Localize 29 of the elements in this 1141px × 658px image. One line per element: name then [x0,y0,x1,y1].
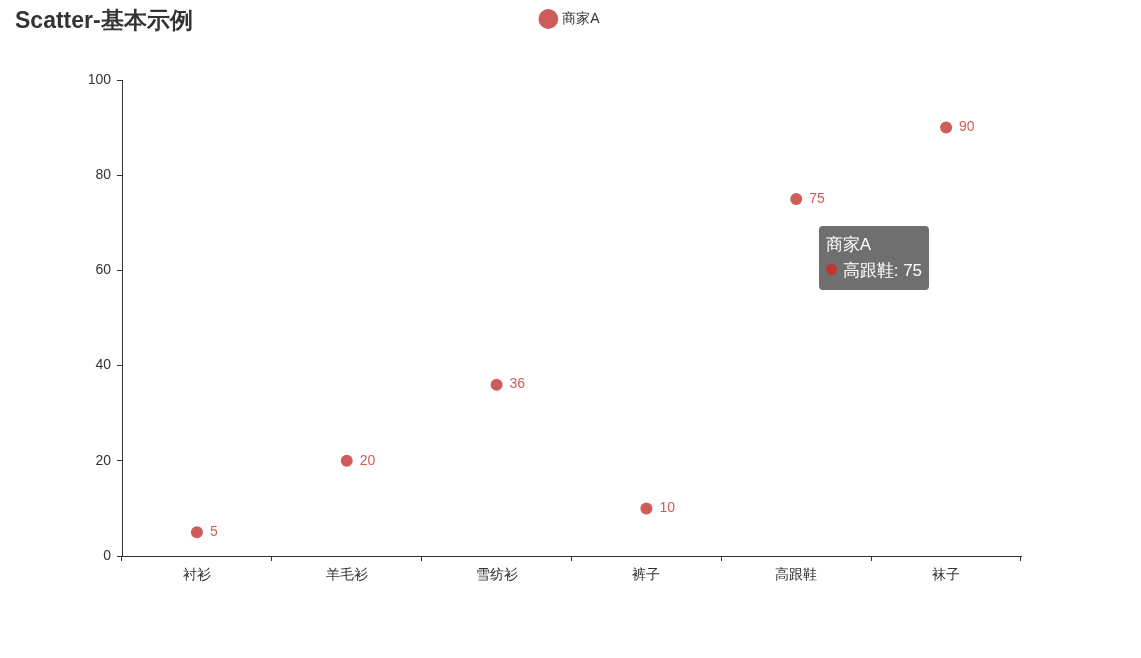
annotation: 商家A [825,235,872,255]
x-tick-label: 雪纺衫 [475,566,518,583]
data-label: 75 [809,189,826,206]
data-label: 36 [509,375,526,392]
data-label: 10 [659,499,676,516]
legend-label: 商家A [562,9,601,26]
y-tick-label: 100 [87,70,112,87]
point [190,526,203,539]
y-tick-label: 40 [95,356,112,373]
point [340,454,353,467]
y-tick-label: 20 [95,451,112,468]
annotation: 高跟鞋: 75 [842,261,923,281]
x-tick-label: 羊毛衫 [325,566,368,583]
point [640,502,653,515]
point [940,121,953,134]
x-tick-label: 裤子 [632,566,661,583]
data-label: 20 [359,451,376,468]
x-tick-label: 高跟鞋 [775,566,818,583]
chart-title: Scatter-基本示例 [15,6,193,35]
point [790,193,803,205]
x-tick-label: 袜子 [932,566,961,583]
point [490,378,503,391]
y-tick-label: 60 [95,261,112,278]
tooltip: 商家A 高跟鞋: 75 [818,226,930,291]
x-tick-label: 衬衫 [182,566,211,583]
y-tick-label: 0 [103,546,112,563]
y-tick-label: 80 [95,166,112,183]
data-label: 5 [209,523,218,540]
data-label: 90 [959,118,975,135]
